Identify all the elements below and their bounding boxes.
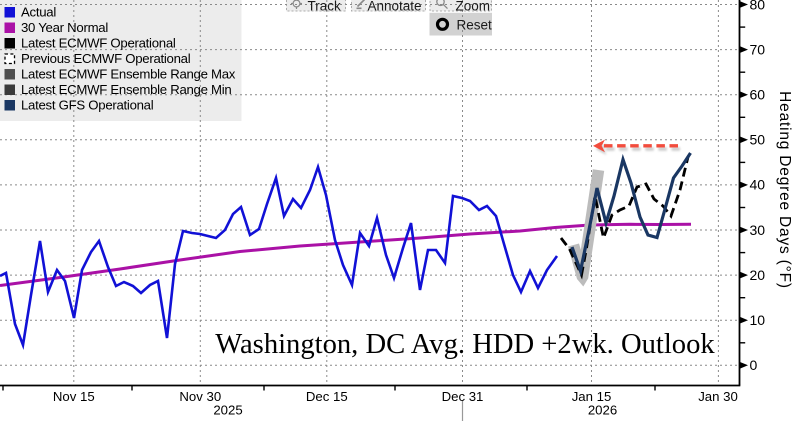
svg-text:Latest ECMWF Operational: Latest ECMWF Operational [21,36,176,51]
svg-text:Latest GFS Operational: Latest GFS Operational [21,98,154,113]
svg-text:Track: Track [308,0,341,13]
svg-text:50: 50 [750,132,766,148]
svg-text:Washington, DC Avg. HDD +2wk.: Washington, DC Avg. HDD +2wk. Outlook [215,329,715,360]
svg-text:Jan 30: Jan 30 [698,389,738,404]
svg-text:Jan 15: Jan 15 [572,389,612,404]
svg-text:10: 10 [750,312,766,328]
svg-text:Latest ECMWF Ensemble Range Mi: Latest ECMWF Ensemble Range Min [21,82,231,97]
svg-text:30 Year Normal: 30 Year Normal [21,20,108,35]
svg-text:Dec 31: Dec 31 [442,389,484,404]
svg-text:Actual: Actual [21,5,56,20]
svg-text:60: 60 [750,87,766,103]
svg-text:Reset: Reset [457,17,493,32]
svg-text:40: 40 [750,177,766,193]
svg-text:20: 20 [750,267,766,283]
svg-text:2025: 2025 [213,403,242,418]
svg-text:Zoom: Zoom [456,0,491,13]
svg-text:Latest ECMWF Ensemble Range Ma: Latest ECMWF Ensemble Range Max [21,67,236,82]
svg-text:0: 0 [750,357,758,373]
svg-text:Annotate: Annotate [368,0,422,13]
svg-text:70: 70 [750,41,766,57]
svg-text:Dec 15: Dec 15 [306,389,348,404]
svg-text:Heating Degree Days (°F): Heating Degree Days (°F) [776,91,793,289]
svg-text:30: 30 [750,222,766,238]
svg-text:2026: 2026 [588,403,617,418]
svg-text:Previous ECMWF Operational: Previous ECMWF Operational [21,51,191,66]
svg-text:Nov 15: Nov 15 [53,389,95,404]
svg-text:80: 80 [750,0,766,12]
svg-text:Nov 30: Nov 30 [179,389,221,404]
